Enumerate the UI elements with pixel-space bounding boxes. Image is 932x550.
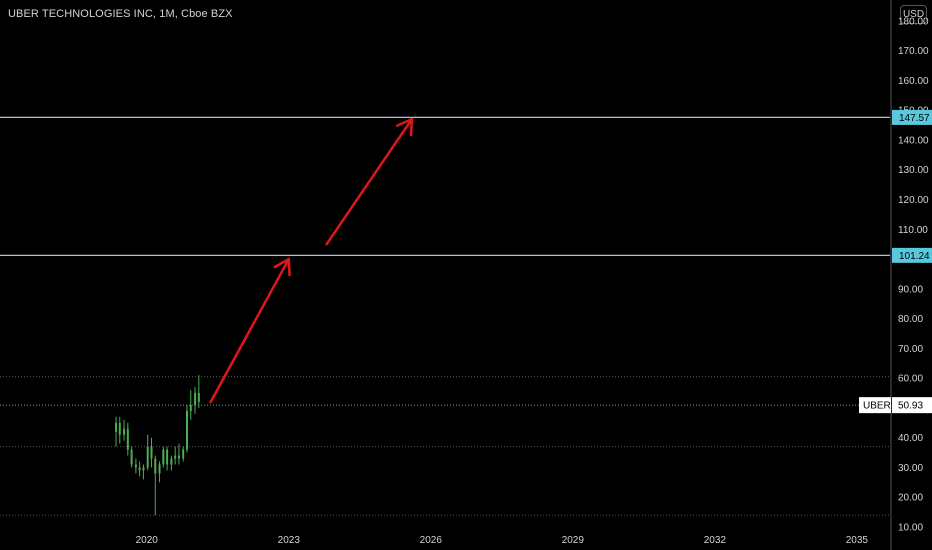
last-price-badge	[892, 397, 932, 414]
candle-body	[134, 464, 137, 468]
dotted-levels	[0, 376, 890, 516]
time-axis: 2020 2023 2026 2029 2032 2035	[136, 535, 869, 546]
candle-body	[182, 449, 185, 459]
y-tick-label: 30.00	[898, 463, 923, 474]
y-tick-label: 90.00	[898, 284, 923, 295]
y-tick-label: 10.00	[898, 523, 923, 534]
candle-body	[123, 428, 126, 435]
level-badge	[892, 247, 932, 263]
candle-body	[177, 455, 180, 459]
level-badge-label: 101.24	[899, 251, 930, 262]
candle-body	[162, 449, 165, 465]
candle-body	[114, 422, 117, 432]
candle-body	[118, 422, 121, 435]
x-tick-label: 2032	[704, 535, 727, 546]
y-tick-label: 20.00	[898, 493, 923, 504]
candle-body	[138, 467, 141, 471]
level-badge	[892, 109, 932, 125]
y-tick-label: 180.00	[898, 16, 929, 27]
last-price-label: 50.93	[898, 401, 923, 412]
x-tick-label: 2020	[136, 535, 159, 546]
symbol-badge	[859, 397, 891, 414]
y-tick-label: 80.00	[898, 314, 923, 325]
price-axis: 10.0020.0030.0040.0050.0060.0070.0080.00…	[890, 0, 929, 550]
arrow-shaft	[209, 257, 291, 404]
candle-body	[197, 393, 200, 402]
symbol-badge-label: UBER	[863, 401, 891, 412]
projection-arrows	[209, 117, 414, 404]
horizontal-levels	[0, 116, 890, 256]
y-tick-label: 160.00	[898, 76, 929, 87]
candle-body	[154, 458, 157, 474]
candle-body	[189, 404, 192, 411]
y-tick-label: 40.00	[898, 433, 923, 444]
y-tick-label: 140.00	[898, 135, 929, 146]
candle-body	[166, 449, 169, 465]
x-tick-label: 2026	[420, 535, 443, 546]
x-tick-label: 2029	[562, 535, 585, 546]
arrow-head	[396, 117, 414, 137]
chart-title: UBER TECHNOLOGIES INC, 1M, Cboe BZX	[8, 8, 233, 20]
arrow-head	[273, 257, 291, 277]
y-tick-label: 170.00	[898, 46, 929, 57]
arrow-shaft	[325, 117, 414, 246]
y-tick-label: 60.00	[898, 374, 923, 385]
price-badges: 147.57 101.24 UBER 50.93	[859, 109, 932, 414]
candle-body	[130, 449, 133, 465]
y-tick-label: 110.00	[898, 225, 928, 236]
candle-body	[126, 428, 129, 450]
x-tick-label: 2035	[846, 535, 869, 546]
currency-selector[interactable]: USD	[900, 5, 927, 24]
candle-body	[185, 410, 188, 450]
level-badge-label: 147.57	[899, 113, 930, 124]
candle-body	[146, 446, 149, 468]
y-tick-label: 130.00	[898, 165, 929, 176]
candle-body	[150, 446, 153, 459]
candle-body	[170, 458, 173, 465]
candle-body	[158, 464, 161, 474]
candle-body	[174, 455, 177, 459]
candles	[114, 375, 200, 516]
y-tick-label: 120.00	[898, 195, 929, 206]
candle-body	[194, 393, 197, 405]
y-tick-label: 70.00	[898, 344, 923, 355]
x-tick-label: 2023	[278, 535, 301, 546]
candle-body	[142, 467, 145, 471]
